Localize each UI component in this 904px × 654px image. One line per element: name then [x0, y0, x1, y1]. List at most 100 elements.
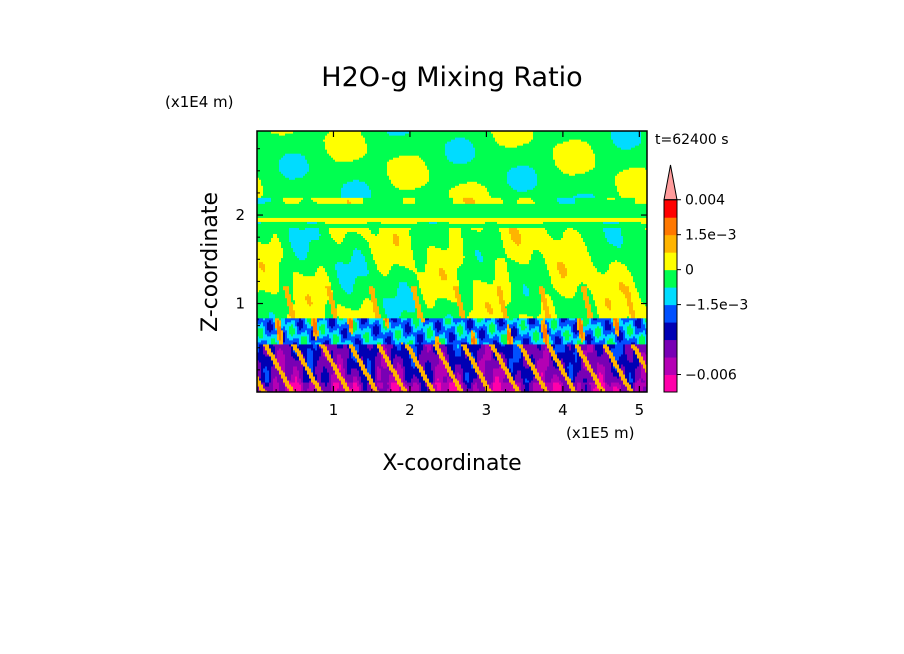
field-cell: [305, 201, 308, 204]
field-cell: [271, 219, 274, 222]
field-cell: [279, 309, 282, 313]
field-cell: [257, 203, 260, 206]
field-cell: [283, 245, 286, 249]
field-cell: [257, 187, 260, 190]
field-cell: [263, 255, 266, 259]
field-cell: [283, 161, 286, 164]
field-cell: [275, 255, 278, 259]
field-cell: [293, 235, 296, 239]
field-cell: [271, 251, 274, 255]
field-cell: [297, 221, 300, 224]
field-cell: [291, 185, 294, 188]
field-cell: [269, 225, 272, 228]
field-cell: [301, 183, 304, 186]
field-cell: [267, 203, 270, 206]
field-cell: [305, 259, 308, 263]
field-cell: [281, 259, 284, 263]
field-cell: [277, 385, 280, 389]
field-cell: [301, 203, 304, 206]
field-cell: [307, 267, 310, 271]
field-cell: [303, 323, 306, 327]
field-cell: [293, 223, 296, 226]
field-cell: [305, 353, 308, 357]
field-cell: [277, 285, 280, 289]
field-cell: [271, 147, 274, 150]
field-cell: [287, 177, 290, 180]
field-cell: [301, 245, 304, 249]
field-cell: [267, 281, 270, 285]
field-cell: [303, 353, 306, 357]
field-cell: [283, 273, 286, 277]
field-cell: [269, 345, 272, 349]
field-cell: [267, 321, 270, 325]
field-cell: [305, 247, 308, 251]
field-cell: [295, 165, 298, 168]
field-cell: [307, 373, 310, 377]
field-cell: [301, 249, 304, 253]
field-cell: [305, 251, 308, 255]
field-cell: [303, 251, 306, 255]
field-cell: [265, 269, 268, 273]
field-cell: [305, 317, 308, 321]
field-cell: [263, 233, 266, 236]
field-cell: [287, 335, 290, 339]
field-cell: [289, 285, 292, 289]
field-cell: [299, 235, 302, 239]
field-cell: [303, 321, 306, 325]
field-cell: [271, 333, 274, 337]
field-cell: [257, 231, 260, 234]
field-cell: [259, 271, 262, 275]
field-cell: [281, 379, 284, 383]
field-cell: [299, 169, 302, 172]
field-cell: [259, 257, 262, 261]
field-cell: [261, 219, 264, 222]
field-cell: [285, 161, 288, 164]
field-cell: [297, 191, 300, 194]
field-cell: [267, 225, 270, 228]
field-cell: [269, 165, 272, 168]
field-cell: [291, 189, 294, 192]
field-cell: [263, 199, 266, 202]
field-cell: [281, 269, 284, 273]
field-cell: [275, 295, 278, 299]
field-cell: [281, 209, 284, 212]
field-cell: [281, 283, 284, 287]
field-cell: [267, 313, 270, 317]
field-cell: [301, 153, 304, 156]
field-cell: [279, 261, 282, 265]
field-cell: [281, 139, 284, 142]
field-cell: [301, 317, 304, 321]
field-cell: [263, 247, 266, 251]
field-cell: [259, 219, 262, 222]
field-cell: [291, 261, 294, 265]
field-cell: [269, 247, 272, 251]
field-cell: [261, 171, 264, 174]
field-cell: [303, 175, 306, 178]
field-cell: [277, 241, 280, 245]
field-cell: [267, 229, 270, 232]
field-cell: [295, 203, 298, 206]
field-cell: [267, 295, 270, 299]
field-cell: [279, 217, 282, 220]
field-cell: [303, 201, 306, 204]
field-cell: [269, 167, 272, 170]
field-cell: [275, 197, 278, 200]
field-cell: [295, 201, 298, 204]
field-cell: [305, 333, 308, 337]
field-cell: [287, 253, 290, 257]
field-cell: [303, 381, 306, 385]
field-cell: [261, 147, 264, 150]
field-cell: [287, 167, 290, 170]
field-cell: [301, 363, 304, 367]
field-cell: [259, 309, 262, 313]
field-cell: [299, 331, 302, 335]
field-cell: [277, 211, 280, 214]
field-cell: [257, 201, 260, 204]
field-cell: [307, 195, 310, 198]
field-cell: [283, 191, 286, 194]
field-cell: [283, 257, 286, 261]
field-cell: [261, 239, 264, 243]
field-cell: [299, 363, 302, 367]
field-cell: [265, 149, 268, 152]
field-cell: [281, 369, 284, 373]
